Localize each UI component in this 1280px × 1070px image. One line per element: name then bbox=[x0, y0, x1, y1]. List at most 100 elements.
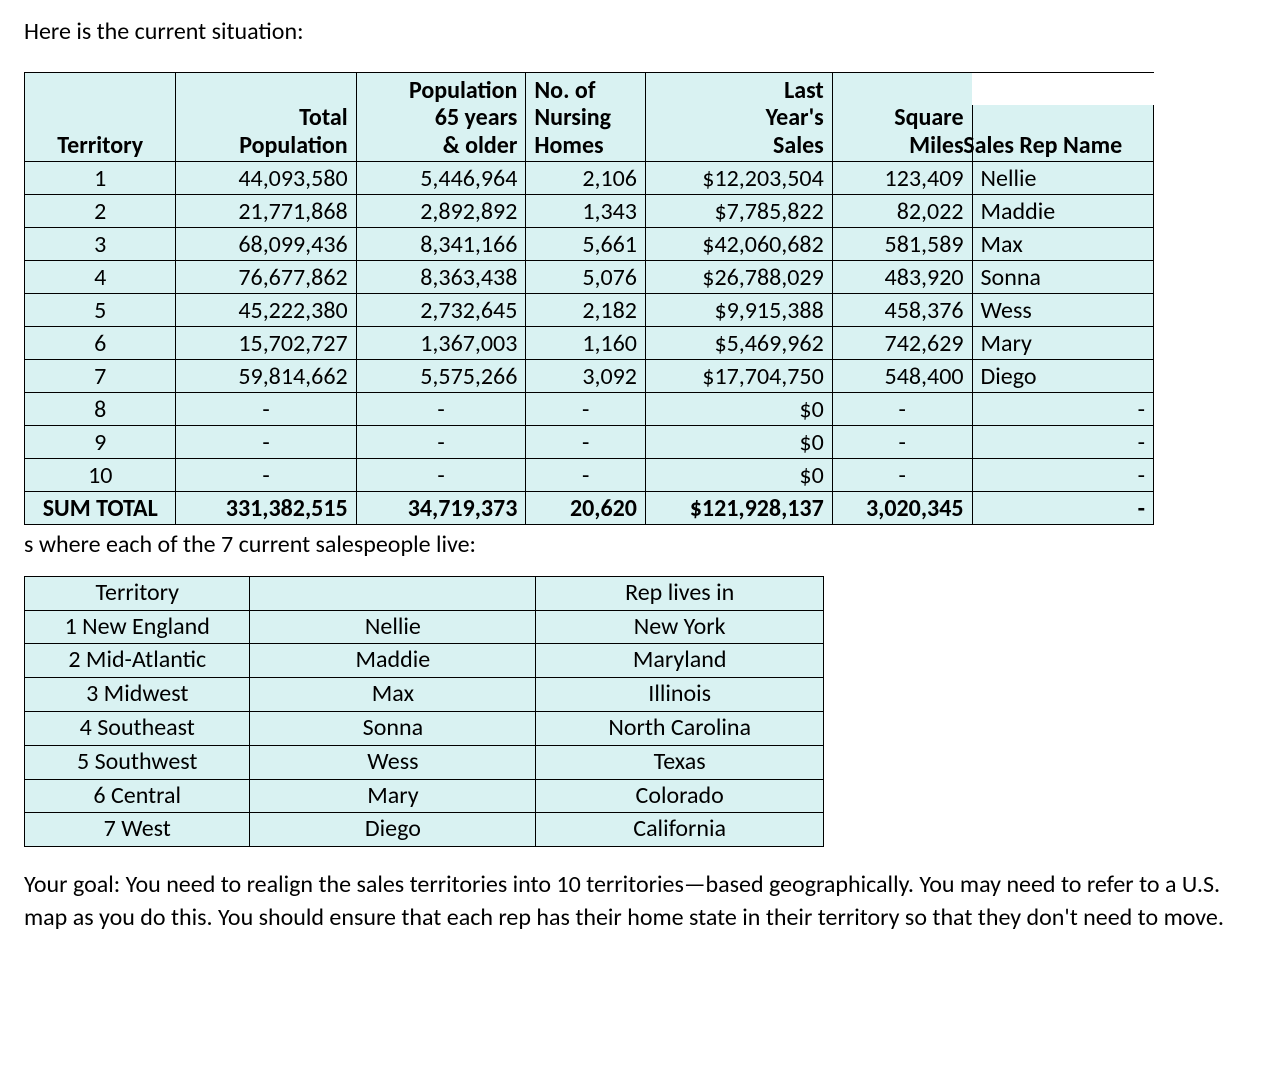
cell-territory: 5 bbox=[25, 294, 176, 327]
table-row: 3 MidwestMaxIllinois bbox=[25, 678, 824, 712]
table-header: Territory Total Population Population 65… bbox=[25, 73, 1154, 162]
table-row: 545,222,3802,732,6452,182$9,915,388458,3… bbox=[25, 294, 1154, 327]
cell-last-years-sales: $7,785,822 bbox=[645, 195, 832, 228]
cell-total-population: - bbox=[176, 426, 356, 459]
cell-territory: 4 bbox=[25, 261, 176, 294]
cell-total-population: 44,093,580 bbox=[176, 162, 356, 195]
cell-square-miles: 742,629 bbox=[832, 327, 972, 360]
cell-nursing-homes: 1,160 bbox=[526, 327, 646, 360]
cell-rep-lives-in: Texas bbox=[536, 745, 824, 779]
cell-rep-lives-in: Maryland bbox=[536, 644, 824, 678]
cell-territory: 2 Mid-Atlantic bbox=[25, 644, 250, 678]
cell-pop-65: - bbox=[356, 426, 526, 459]
cell-last-years-sales: $0 bbox=[645, 426, 832, 459]
cell-sales-rep-name: Max bbox=[972, 228, 1153, 261]
cell-total-population: 45,222,380 bbox=[176, 294, 356, 327]
cell-rep-lives-in: New York bbox=[536, 610, 824, 644]
cell-territory: 1 bbox=[25, 162, 176, 195]
cell-square-miles: 458,376 bbox=[832, 294, 972, 327]
cell-last-years-sales: $0 bbox=[645, 459, 832, 492]
cell-last-years-sales: $17,704,750 bbox=[645, 360, 832, 393]
cell-last-years-sales: $0 bbox=[645, 393, 832, 426]
col-header-line: Square bbox=[894, 103, 963, 132]
col-header-last-years-sales: Last Year's Sales bbox=[645, 73, 832, 162]
col-header-line: Last bbox=[784, 76, 824, 105]
cell-total-population: 21,771,868 bbox=[176, 195, 356, 228]
table-row: 2 Mid-AtlanticMaddieMaryland bbox=[25, 644, 824, 678]
cell-square-miles: - bbox=[832, 426, 972, 459]
cell-pop-65: 5,446,964 bbox=[356, 162, 526, 195]
cell-rep: Mary bbox=[250, 779, 536, 813]
cell-nursing-homes: - bbox=[526, 426, 646, 459]
col-header-line: Population bbox=[409, 76, 517, 105]
cell-territory: 7 West bbox=[25, 813, 250, 847]
table-header: Territory Rep lives in bbox=[25, 576, 824, 610]
cell-square-miles: 581,589 bbox=[832, 228, 972, 261]
table-row: 759,814,6625,575,2663,092$17,704,750548,… bbox=[25, 360, 1154, 393]
goal-paragraph: Your goal: You need to realign the sales… bbox=[24, 869, 1256, 934]
cell-sales-rep-name: - bbox=[972, 426, 1153, 459]
table-row: 7 WestDiegoCalifornia bbox=[25, 813, 824, 847]
cell-sales-rep-name: Nellie bbox=[972, 162, 1153, 195]
cell-sales-rep-name: - bbox=[972, 459, 1153, 492]
between-tables-text: s where each of the 7 current salespeopl… bbox=[24, 529, 1256, 561]
cell-rep: Sonna bbox=[250, 711, 536, 745]
col-header-line: Nursing bbox=[534, 103, 611, 132]
col-header-line: Population bbox=[239, 131, 347, 160]
cell-rep: Wess bbox=[250, 745, 536, 779]
cell-territory: 10 bbox=[25, 459, 176, 492]
table-row: 221,771,8682,892,8921,343$7,785,82282,02… bbox=[25, 195, 1154, 228]
table-row: 615,702,7271,367,0031,160$5,469,962742,6… bbox=[25, 327, 1154, 360]
territory-summary-table: Territory Total Population Population 65… bbox=[24, 72, 1154, 525]
col-header-line: Sales Rep Name bbox=[941, 132, 1145, 160]
cell-territory: 6 Central bbox=[25, 779, 250, 813]
cell-total-population: 59,814,662 bbox=[176, 360, 356, 393]
cell-territory: 8 bbox=[25, 393, 176, 426]
cell-sales-rep-name: Wess bbox=[972, 294, 1153, 327]
header-blank-overlay bbox=[972, 73, 1154, 105]
col-header-line: Sales bbox=[773, 131, 824, 160]
cell-nursing-homes: 5,076 bbox=[526, 261, 646, 294]
cell-total-population: - bbox=[176, 393, 356, 426]
cell-total-population: 76,677,862 bbox=[176, 261, 356, 294]
table-body: 144,093,5805,446,9642,106$12,203,504123,… bbox=[25, 162, 1154, 525]
cell-rep-lives-in: North Carolina bbox=[536, 711, 824, 745]
cell-territory: 1 New England bbox=[25, 610, 250, 644]
cell-nursing-homes: 2,182 bbox=[526, 294, 646, 327]
cell-square-miles: - bbox=[832, 459, 972, 492]
cell-nursing-homes: - bbox=[526, 459, 646, 492]
cell-pop-65: 8,341,166 bbox=[356, 228, 526, 261]
cell-total-population: 331,382,515 bbox=[176, 492, 356, 525]
cell-pop-65: 34,719,373 bbox=[356, 492, 526, 525]
table-row: 4 SoutheastSonnaNorth Carolina bbox=[25, 711, 824, 745]
table-row: 6 CentralMaryColorado bbox=[25, 779, 824, 813]
col-header-pop-65: Population 65 years & older bbox=[356, 73, 526, 162]
cell-rep-lives-in: California bbox=[536, 813, 824, 847]
col-header-territory: Territory bbox=[25, 73, 176, 162]
cell-territory: 9 bbox=[25, 426, 176, 459]
cell-pop-65: 2,892,892 bbox=[356, 195, 526, 228]
col-header-territory: Territory bbox=[25, 576, 250, 610]
cell-rep: Nellie bbox=[250, 610, 536, 644]
table-row: 476,677,8628,363,4385,076$26,788,029483,… bbox=[25, 261, 1154, 294]
cell-territory: 3 bbox=[25, 228, 176, 261]
cell-territory: 2 bbox=[25, 195, 176, 228]
cell-pop-65: 5,575,266 bbox=[356, 360, 526, 393]
cell-territory: 4 Southeast bbox=[25, 711, 250, 745]
cell-sales-rep-name: Maddie bbox=[972, 195, 1153, 228]
cell-square-miles: 483,920 bbox=[832, 261, 972, 294]
cell-last-years-sales: $26,788,029 bbox=[645, 261, 832, 294]
cell-nursing-homes: 1,343 bbox=[526, 195, 646, 228]
cell-last-years-sales: $121,928,137 bbox=[645, 492, 832, 525]
table-row: 1 New EnglandNellieNew York bbox=[25, 610, 824, 644]
cell-sales-rep-name: Sonna bbox=[972, 261, 1153, 294]
intro-paragraph: Here is the current situation: bbox=[24, 16, 1256, 48]
cell-pop-65: - bbox=[356, 393, 526, 426]
rep-location-table: Territory Rep lives in 1 New EnglandNell… bbox=[24, 576, 824, 847]
cell-sales-rep-name: Mary bbox=[972, 327, 1153, 360]
cell-sum-label: SUM TOTAL bbox=[25, 492, 176, 525]
cell-territory: 7 bbox=[25, 360, 176, 393]
table-body: 1 New EnglandNellieNew York2 Mid-Atlanti… bbox=[25, 610, 824, 847]
cell-nursing-homes: 3,092 bbox=[526, 360, 646, 393]
cell-pop-65: 2,732,645 bbox=[356, 294, 526, 327]
